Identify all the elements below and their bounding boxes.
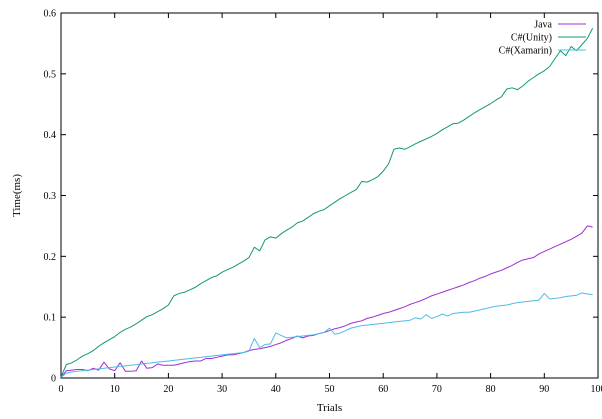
x-tick-label: 10 <box>110 384 120 395</box>
y-tick-label: 0.4 <box>44 130 57 141</box>
x-tick-label: 50 <box>325 384 335 395</box>
legend-label: Java <box>534 20 552 31</box>
x-tick-label: 80 <box>486 384 496 395</box>
y-tick-label: 0.2 <box>44 252 57 263</box>
x-tick-label: 100 <box>591 384 602 395</box>
series-line-c-unity <box>60 27 594 377</box>
legend-label: C#(Xamarin) <box>499 46 552 57</box>
x-tick-label: 20 <box>163 384 173 395</box>
y-axis-label: Time(ms) <box>11 174 23 217</box>
y-tick-label: 0 <box>51 374 56 385</box>
x-tick-label: 60 <box>378 384 388 395</box>
plot-area-border <box>60 12 599 379</box>
x-tick-label: 30 <box>217 384 227 395</box>
x-axis-label: Trials <box>317 402 342 414</box>
series-line-c-xamarin <box>60 292 593 378</box>
legend-label: C#(Unity) <box>511 33 552 44</box>
y-tick-label: 0.6 <box>44 9 57 20</box>
x-tick-label: 70 <box>432 384 442 395</box>
y-tick-label: 0.5 <box>44 69 57 80</box>
x-tick-label: 90 <box>539 384 549 395</box>
y-tick-label: 0.1 <box>44 313 57 324</box>
x-tick-label: 0 <box>59 384 64 395</box>
y-tick-label: 0.3 <box>44 191 57 202</box>
x-tick-label: 40 <box>271 384 281 395</box>
series-line-java <box>60 225 593 378</box>
